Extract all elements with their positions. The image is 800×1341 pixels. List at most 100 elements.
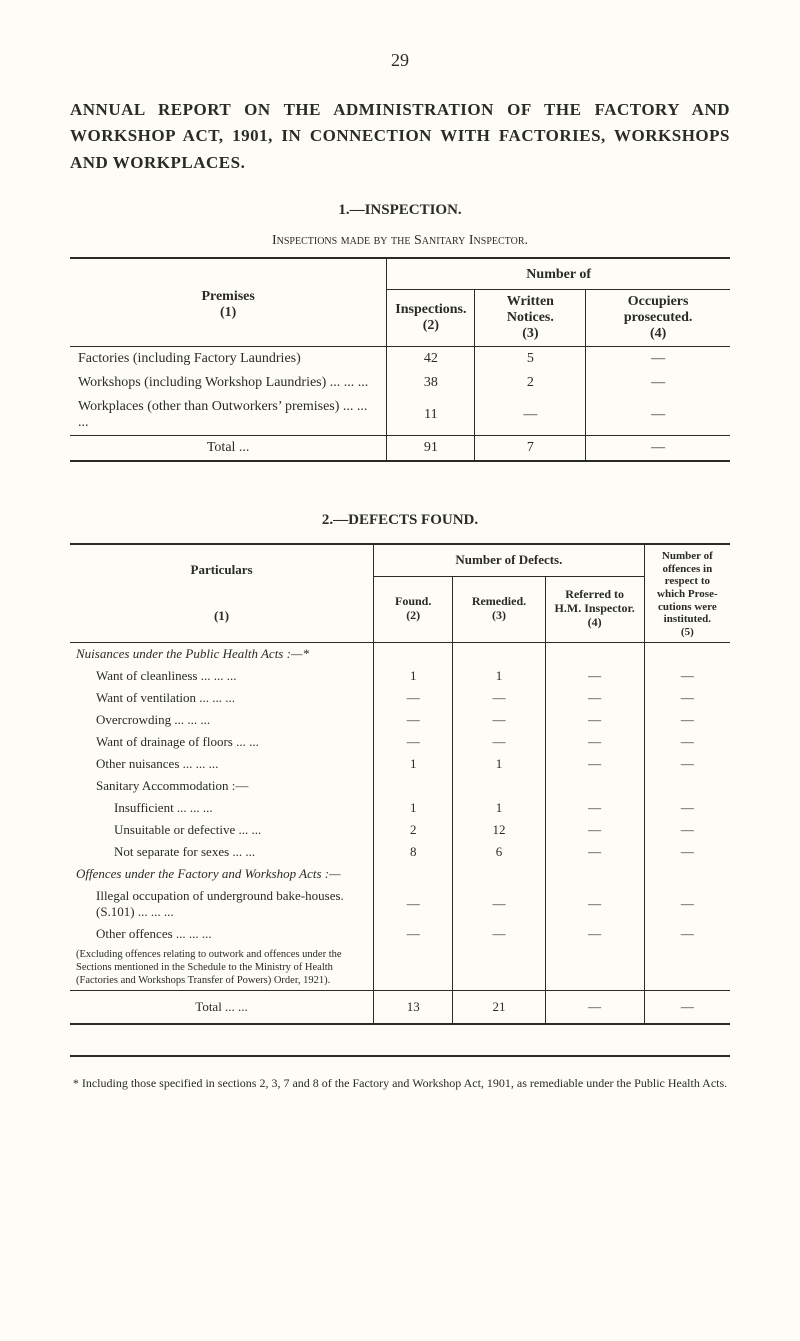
cell: — — [545, 819, 644, 841]
cell: 1 — [453, 797, 545, 819]
cell: — — [545, 841, 644, 863]
cell: — — [545, 687, 644, 709]
cell: — — [644, 841, 730, 863]
cell: — — [545, 797, 644, 819]
cell: — — [644, 797, 730, 819]
row-label: Sanitary Accommodation :— — [70, 775, 374, 797]
col-referred: Referred to H.M. Inspector. — [552, 588, 638, 616]
col-premises-num: (1) — [78, 305, 378, 321]
col-referred-num: (4) — [552, 616, 638, 630]
col-occupiers: Occupiers prosecuted. — [594, 294, 722, 326]
row-label: Other offences ... ... ... — [70, 923, 374, 945]
col-particulars-num: (1) — [76, 608, 367, 624]
cell: 5 — [475, 347, 586, 372]
cell: 6 — [453, 841, 545, 863]
col-inspections-num: (2) — [395, 318, 466, 334]
col-occupiers-num: (4) — [594, 326, 722, 342]
cell: — — [453, 709, 545, 731]
col-inspections: Inspections. — [395, 302, 466, 318]
page-number: 29 — [70, 50, 730, 71]
cell: — — [644, 923, 730, 945]
cell: — — [453, 885, 545, 923]
cell: — — [545, 923, 644, 945]
cell: — — [374, 923, 453, 945]
cell — [453, 775, 545, 797]
col-particulars: Particulars — [76, 562, 367, 578]
total-cell: — — [644, 990, 730, 1024]
row-label: Unsuitable or defective ... ... — [70, 819, 374, 841]
exclude-note: (Excluding offences relating to outwork … — [70, 945, 374, 991]
cell: — — [545, 709, 644, 731]
col-premises: Premises — [78, 289, 378, 305]
cell: — — [374, 885, 453, 923]
total-cell: 7 — [475, 436, 586, 462]
row-label: Other nuisances ... ... ... — [70, 753, 374, 775]
total-label: Total ... ... — [70, 990, 374, 1024]
row-label: Illegal occupation of underground bake-h… — [70, 885, 374, 923]
cell: — — [545, 885, 644, 923]
cell — [374, 775, 453, 797]
cell: 1 — [374, 753, 453, 775]
cell: — — [644, 687, 730, 709]
cell: — — [644, 731, 730, 753]
cell: — — [586, 347, 730, 372]
col-number-defects: Number of Defects. — [374, 544, 645, 576]
cell: 38 — [387, 371, 475, 395]
total-cell: — — [586, 436, 730, 462]
section1-subheading: Inspections made by the Sanitary Inspect… — [70, 233, 730, 249]
cell: — — [586, 395, 730, 436]
cell: 1 — [374, 665, 453, 687]
row-label: Want of cleanliness ... ... ... — [70, 665, 374, 687]
section2-heading: 2.—DEFECTS FOUND. — [70, 512, 730, 529]
total-cell: 91 — [387, 436, 475, 462]
cell: 11 — [387, 395, 475, 436]
row-label: Factories (including Factory Laundries) — [70, 347, 387, 372]
col-found: Found. — [380, 595, 446, 609]
cell — [545, 775, 644, 797]
col-remedied-num: (3) — [459, 609, 538, 623]
cell: — — [475, 395, 586, 436]
cell: 1 — [374, 797, 453, 819]
cell: — — [644, 819, 730, 841]
cell: — — [644, 665, 730, 687]
col-remedied: Remedied. — [459, 595, 538, 609]
cell: 1 — [453, 665, 545, 687]
cell: — — [374, 731, 453, 753]
cell: 42 — [387, 347, 475, 372]
cell: — — [374, 687, 453, 709]
cell: — — [586, 371, 730, 395]
total-cell: 21 — [453, 990, 545, 1024]
group-title: Offences under the Factory and Workshop … — [70, 863, 374, 885]
group-title: Nuisances under the Public Health Acts :… — [70, 642, 374, 665]
footnote: * Including those specified in sections … — [70, 1055, 730, 1091]
col-found-num: (2) — [380, 609, 446, 623]
cell: — — [453, 731, 545, 753]
col-offences: Number of offences in respect to which P… — [651, 548, 724, 626]
cell: — — [644, 753, 730, 775]
cell: — — [453, 687, 545, 709]
inspection-table: Premises (1) Number of Inspections. (2) … — [70, 257, 730, 462]
cell: — — [545, 731, 644, 753]
total-cell: 13 — [374, 990, 453, 1024]
col-offences-num: (5) — [651, 626, 724, 639]
col-written: Written Notices. — [483, 294, 577, 326]
total-label: Total ... — [70, 436, 387, 462]
row-label: Want of ventilation ... ... ... — [70, 687, 374, 709]
section1-heading: 1.—INSPECTION. — [70, 202, 730, 219]
cell: 1 — [453, 753, 545, 775]
cell: — — [644, 709, 730, 731]
cell: 2 — [475, 371, 586, 395]
row-label: Want of drainage of floors ... ... — [70, 731, 374, 753]
cell — [644, 775, 730, 797]
row-label: Workshops (including Workshop Laundries)… — [70, 371, 387, 395]
total-cell: — — [545, 990, 644, 1024]
report-title: ANNUAL REPORT ON THE ADMINISTRATION OF T… — [70, 97, 730, 176]
row-label: Insufficient ... ... ... — [70, 797, 374, 819]
cell: — — [545, 753, 644, 775]
cell: 12 — [453, 819, 545, 841]
col-number-of: Number of — [387, 258, 730, 290]
row-label: Workplaces (other than Outworkers’ premi… — [70, 395, 387, 436]
col-written-num: (3) — [483, 326, 577, 342]
cell: — — [453, 923, 545, 945]
row-label: Overcrowding ... ... ... — [70, 709, 374, 731]
